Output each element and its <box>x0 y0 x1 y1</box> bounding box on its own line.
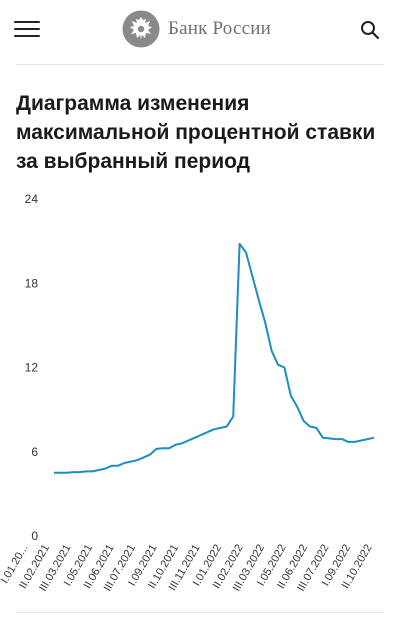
hamburger-menu-icon[interactable] <box>14 18 42 40</box>
double-headed-eagle-icon <box>122 10 160 48</box>
y-tick-label: 18 <box>25 276 39 290</box>
y-tick-label: 0 <box>31 529 38 543</box>
y-tick-label: 24 <box>25 192 39 206</box>
y-tick-label: 6 <box>31 445 38 459</box>
bottom-divider <box>16 612 384 613</box>
logo-text: Банк России <box>168 18 271 39</box>
rate-chart: 0 6 12 18 24 I.01.20... II.02.2021 III.03.2021 I… <box>0 186 400 606</box>
y-tick-label: 12 <box>25 361 39 375</box>
line-chart: 06121824I.01.20...II.02.2021III.03.2021I… <box>0 192 375 594</box>
bank-logo[interactable]: Банк России <box>122 9 271 49</box>
header: Банк России <box>0 0 400 60</box>
search-icon[interactable] <box>360 20 380 40</box>
series-line <box>54 242 375 474</box>
page-title: Диаграмма изменения максимальной процент… <box>16 92 376 173</box>
header-divider <box>16 64 384 65</box>
